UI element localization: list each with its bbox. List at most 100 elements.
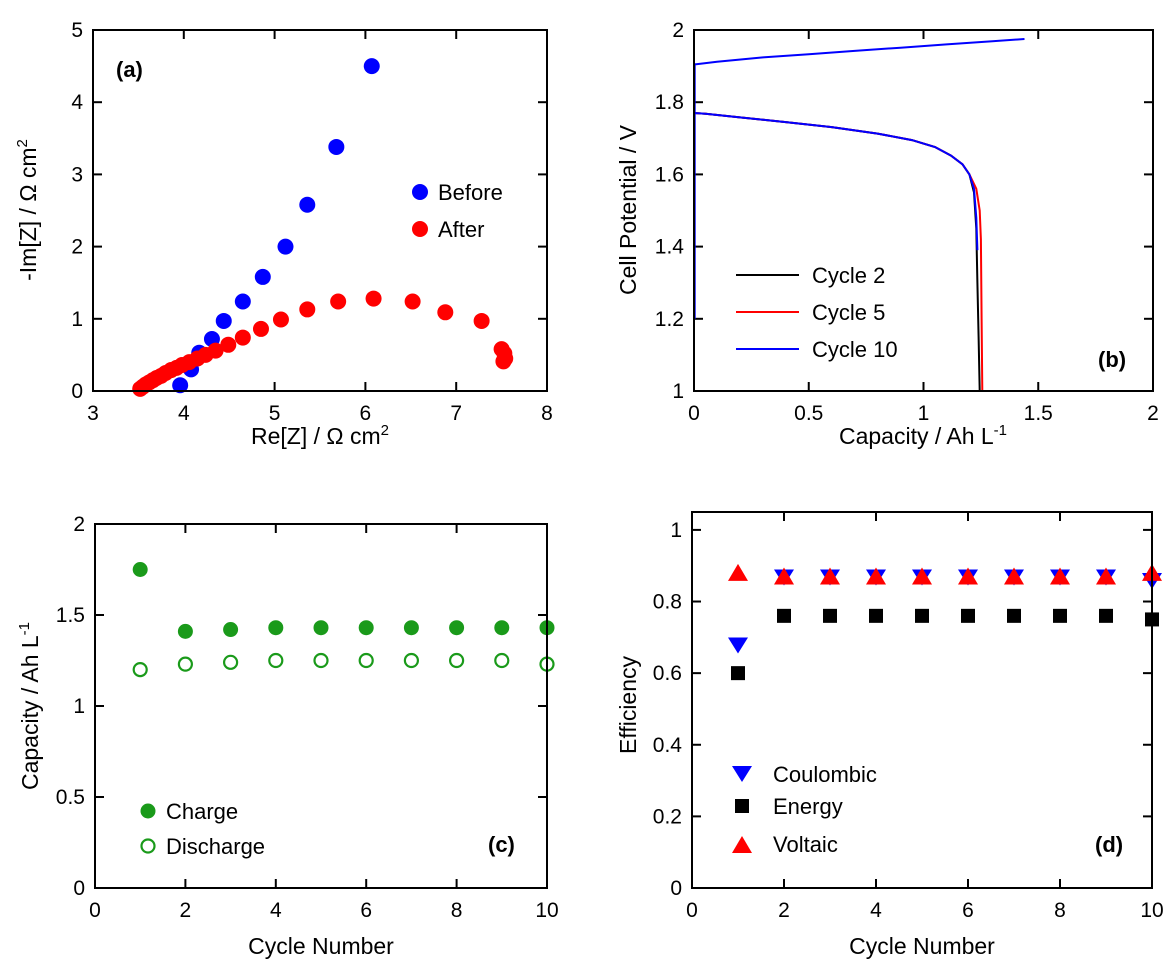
y-tick-label: 2 — [672, 19, 684, 42]
point-after — [234, 329, 251, 346]
point-after — [365, 290, 382, 307]
point-charge — [313, 620, 329, 636]
point-charge — [268, 620, 284, 636]
y-tick-label: 1.5 — [56, 604, 85, 627]
point-discharge — [313, 652, 329, 669]
x-tick-label: 1.5 — [1024, 402, 1053, 425]
x-tick-label: 6 — [360, 402, 372, 425]
x-tick-label: 7 — [450, 402, 462, 425]
legend-coulombic-label: Coulombic — [773, 762, 877, 787]
panel-c-xlabel: Cycle Number — [248, 933, 394, 959]
point-before — [328, 138, 345, 155]
point-energy — [915, 608, 929, 623]
x-tick-label: 3 — [87, 402, 99, 425]
panel-b-label: (b) — [1098, 347, 1126, 372]
point-voltaic — [820, 567, 840, 585]
point-before — [277, 238, 294, 255]
y-tick-label: 1 — [71, 308, 83, 331]
panel-c-axes-frame — [94, 523, 548, 889]
y-tick-label: 1.4 — [655, 236, 685, 259]
point-after — [299, 301, 316, 318]
point-discharge — [177, 656, 193, 672]
point-energy — [731, 666, 745, 681]
panel-d-legend: Coulombic Energy Voltaic — [732, 762, 877, 857]
y-tick-label: 0.2 — [653, 805, 682, 828]
point-voltaic — [958, 567, 978, 585]
y-tick-label: 0.6 — [653, 662, 682, 685]
x-tick-label: 10 — [535, 899, 558, 922]
y-tick-label: 0.5 — [56, 786, 85, 809]
point-discharge — [449, 652, 465, 669]
point-energy — [777, 608, 791, 623]
point-energy — [961, 608, 975, 623]
y-tick-label: 0 — [73, 877, 85, 900]
panel-a-axes-frame — [92, 29, 548, 392]
x-tick-label: 2 — [778, 899, 790, 922]
point-after — [330, 293, 347, 310]
point-voltaic — [1004, 567, 1024, 585]
legend-after-label: After — [438, 217, 484, 242]
y-tick-label: 1.6 — [655, 163, 684, 186]
panel-b-axes-frame — [693, 29, 1154, 392]
point-voltaic — [1096, 567, 1116, 585]
x-tick-label: 4 — [178, 402, 190, 425]
x-tick-label: 0 — [89, 899, 101, 922]
panel-d-xlabel: Cycle Number — [849, 933, 995, 959]
legend-charge-label: Charge — [166, 799, 238, 824]
y-tick-label: 3 — [71, 163, 83, 186]
x-tick-label: 4 — [270, 899, 282, 922]
y-tick-label: 5 — [71, 19, 83, 42]
panel-d-label: (d) — [1095, 832, 1123, 857]
point-charge — [403, 620, 419, 636]
line-cycle-10-discharge — [693, 112, 979, 251]
point-charge — [358, 620, 374, 636]
panel-a-impedance: 3 4 5 6 7 8 0 1 2 3 4 5 (a) Before After Re[Z] / Ω … — [14, 19, 553, 449]
point-discharge — [268, 652, 284, 669]
point-energy — [1099, 608, 1113, 623]
panel-a-xlabel: Re[Z] / Ω cm2 — [251, 422, 389, 449]
legend-before-label: Before — [438, 180, 503, 205]
point-before — [215, 312, 232, 329]
point-discharge — [358, 652, 374, 669]
point-voltaic — [774, 567, 794, 585]
point-after — [495, 353, 512, 370]
point-charge — [177, 623, 193, 639]
point-energy — [1053, 608, 1067, 623]
point-discharge — [223, 654, 239, 670]
x-tick-label: 8 — [1054, 899, 1066, 922]
panel-a-label: (a) — [116, 57, 143, 82]
legend-voltaic-label: Voltaic — [773, 832, 838, 857]
point-voltaic — [728, 563, 748, 581]
point-before — [234, 293, 251, 310]
x-tick-label: 4 — [870, 899, 882, 922]
x-tick-label: 1 — [918, 402, 930, 425]
point-after — [473, 312, 490, 329]
panel-d-ylabel: Efficiency — [615, 655, 641, 754]
point-discharge — [494, 652, 510, 669]
legend-energy-label: Energy — [773, 794, 843, 819]
point-energy — [1007, 608, 1021, 623]
y-tick-label: 0 — [71, 380, 83, 403]
point-after — [220, 336, 237, 353]
y-tick-label: 1.8 — [655, 91, 684, 114]
x-tick-label: 8 — [451, 899, 463, 922]
point-voltaic — [1050, 567, 1070, 585]
y-tick-label: 1 — [670, 519, 682, 542]
y-tick-label: 1 — [672, 380, 684, 403]
y-tick-label: 2 — [73, 513, 85, 536]
legend-voltaic-marker — [732, 836, 752, 853]
panel-b-xlabel: Capacity / Ah L-1 — [839, 422, 1007, 449]
point-coulombic — [728, 637, 748, 654]
x-tick-label: 0.5 — [794, 402, 823, 425]
point-discharge — [132, 661, 148, 678]
y-tick-label: 1.2 — [655, 308, 684, 331]
x-tick-label: 0 — [686, 899, 698, 922]
point-after — [272, 311, 289, 328]
legend-energy-marker — [735, 799, 749, 813]
x-tick-label: 6 — [962, 899, 974, 922]
point-charge — [449, 620, 465, 636]
legend-discharge-label: Discharge — [166, 834, 265, 859]
panel-a-ylabel: -Im[Z] / Ω cm2 — [14, 139, 41, 281]
panel-d-efficiency: 0 2 4 6 8 10 0 0.2 0.4 0.6 0.8 1 (d) Coulombic Ener… — [615, 511, 1164, 959]
